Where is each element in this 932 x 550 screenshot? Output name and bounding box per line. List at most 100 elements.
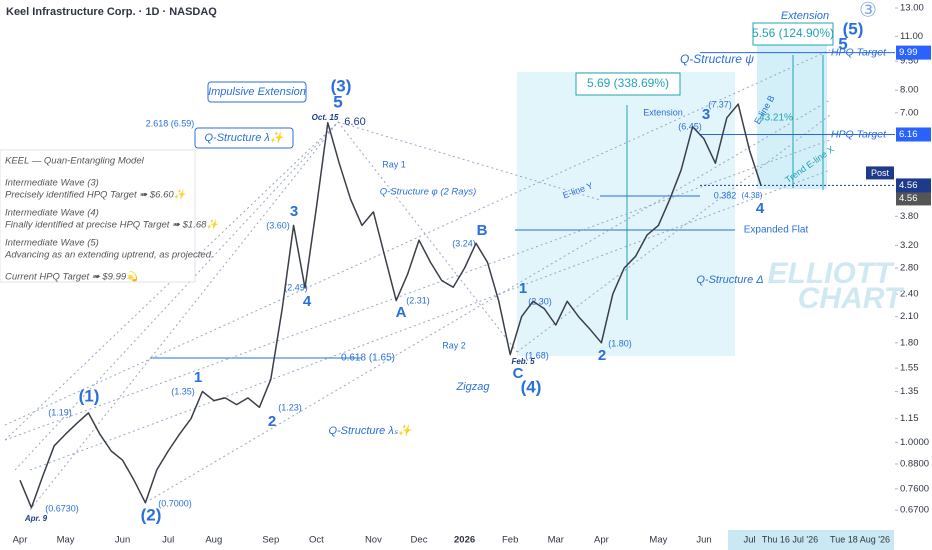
wave-label: 4	[303, 293, 312, 310]
label-box	[575, 72, 681, 96]
wave-label: 5	[838, 34, 847, 53]
tag	[866, 166, 894, 180]
annotation: (3.24)	[452, 238, 476, 248]
annotation: 5.56 (124.90%)	[752, 26, 834, 40]
x-tick-label: Aug	[205, 535, 222, 546]
x-tick-label: May	[649, 535, 667, 546]
annotation: 2.618 (6.59)	[146, 118, 195, 128]
wave-label: A	[396, 304, 407, 321]
x-tick-label: Dec	[411, 535, 428, 546]
last-price-badge	[896, 191, 931, 206]
price-badge-label: 6.16	[899, 129, 918, 140]
note: KEEL — Quan-Entangling Model	[5, 156, 145, 167]
y-tick-label: 13.00	[900, 3, 924, 14]
fan	[14, 121, 339, 471]
wave-label: 2	[268, 413, 276, 430]
note: Current HPQ Target ➠ $9.99💫	[5, 271, 140, 283]
x-tick-label: Apr	[13, 535, 28, 546]
watermark: ELLIOTT	[768, 257, 896, 290]
annotation: 0.618 (1.65)	[341, 353, 395, 364]
crosshair-range	[728, 530, 894, 550]
y-tick-label: 2.80	[900, 263, 919, 274]
fan	[4, 139, 831, 441]
wave-label: 5	[333, 92, 342, 111]
annotations: Impulsive Extension (3) 5 Oct. 15 6.60 2…	[19, 0, 931, 544]
wave-label: (2)	[141, 505, 162, 524]
chart-title: Keel Infrastructure Corp. · 1D · NASDAQ	[6, 6, 217, 18]
watermark: CHART	[798, 282, 905, 315]
price-badge	[896, 45, 931, 60]
y-tick-label: 1.55	[900, 363, 919, 374]
annotation: (1.80)	[608, 338, 632, 348]
annotation: (2.31)	[406, 295, 430, 305]
annotation: Expanded Flat	[744, 225, 809, 236]
y-tick-label: 7.00	[900, 107, 919, 118]
x-tick-label: Mar	[548, 535, 564, 546]
annotation: (2.49)	[284, 282, 308, 292]
y-tick-label: 3.80	[900, 211, 919, 222]
label-box	[194, 127, 294, 149]
wave-label: 2	[598, 347, 606, 364]
wave-label: 1	[194, 369, 202, 386]
wave-label: (5)	[843, 19, 864, 38]
x-tick-label: Oct	[309, 535, 324, 546]
y-tick-label: 1.35	[900, 386, 919, 397]
wave-label: 1	[519, 280, 527, 297]
annotation: Feb. 5	[511, 357, 535, 366]
x-tick-label: 2026	[454, 535, 475, 546]
x-tick-label: Nov	[365, 535, 382, 546]
y-tick-label: 1.15	[900, 413, 919, 424]
level-label: HPQ Target	[831, 46, 887, 58]
annotation: (1.35)	[171, 386, 195, 396]
annotation: 0.382	[714, 190, 737, 200]
fan	[337, 121, 601, 201]
y-tick-label: 2.10	[900, 311, 919, 322]
annotation: Extension	[781, 10, 829, 22]
wave-label: (1)	[79, 386, 100, 405]
wave-label: C	[513, 365, 524, 382]
x-tick-label: May	[57, 535, 75, 546]
annotation: 43.21%	[759, 113, 793, 124]
note: Intermediate Wave (3)	[5, 178, 99, 189]
y-tick-label: 8.00	[900, 85, 919, 96]
annotation: 6.60	[344, 116, 365, 128]
x-tick-label: Jun	[696, 535, 711, 546]
annotation: Apr. 9	[24, 514, 48, 523]
annotation: (1.68)	[525, 350, 549, 360]
price-line	[19, 103, 762, 509]
annotation: Q-Structure Δ	[696, 274, 763, 286]
notes-box	[0, 149, 196, 283]
y-tick-label: 0.6700	[900, 505, 929, 516]
annotation: Ray 2	[442, 340, 466, 350]
price-badge-label: 9.99	[899, 47, 918, 58]
annotation: Impulsive Extension	[208, 86, 306, 98]
note: Advancing as an extending uptrend, as pr…	[4, 250, 214, 261]
wave-label: ③	[859, 0, 877, 21]
annotation: Q-Structure λ✨	[204, 131, 285, 144]
annotation: (3.60)	[266, 220, 290, 230]
tag-label: Post	[871, 168, 890, 178]
wave-label: 4	[756, 200, 765, 217]
note: Finally identified at precise HPQ Target…	[5, 219, 220, 231]
y-tick-label: 3.20	[900, 240, 919, 251]
price-axis	[896, 0, 932, 550]
note: Intermediate Wave (4)	[5, 208, 99, 219]
crosshair-date: Tue 18 Aug '26	[830, 534, 890, 544]
annotation: Q-Structure ψ	[680, 52, 754, 66]
annotation: 5.69 (338.69%)	[587, 76, 669, 90]
annotation: Zigzag	[455, 381, 490, 393]
fan	[4, 49, 831, 426]
annotation: (1.19)	[48, 407, 72, 417]
wave-label: (4)	[521, 377, 542, 396]
annotation: Extension	[643, 107, 683, 117]
fan	[149, 99, 831, 501]
annotation: (6.45)	[678, 121, 702, 131]
x-tick-label: Jun	[115, 535, 130, 546]
y-tick-label: 11.00	[900, 31, 923, 42]
annotation: (7.37)	[708, 99, 732, 109]
annotation: (2.30)	[528, 296, 552, 306]
price-badge	[896, 127, 931, 142]
note: Intermediate Wave (5)	[5, 238, 99, 249]
